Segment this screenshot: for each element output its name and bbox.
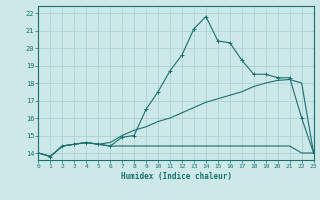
X-axis label: Humidex (Indice chaleur): Humidex (Indice chaleur) <box>121 172 231 181</box>
